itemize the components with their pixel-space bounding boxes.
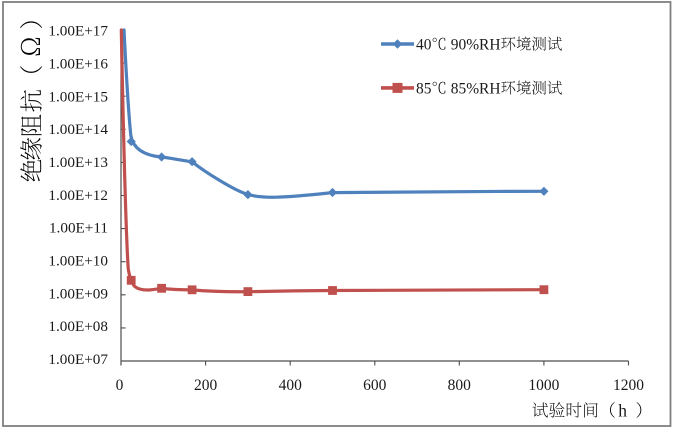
- svg-text:1.00E+15: 1.00E+15: [48, 88, 108, 105]
- svg-text:200: 200: [194, 377, 218, 394]
- svg-text:40: 40: [416, 37, 432, 54]
- svg-text:1.00E+12: 1.00E+12: [48, 187, 108, 204]
- svg-text:1.00E+11: 1.00E+11: [49, 220, 108, 237]
- svg-text:1.00E+14: 1.00E+14: [48, 121, 108, 138]
- svg-text:1.00E+09: 1.00E+09: [48, 285, 108, 302]
- svg-text:1.00E+13: 1.00E+13: [48, 154, 108, 171]
- svg-text:800: 800: [448, 377, 472, 394]
- svg-text:1.00E+08: 1.00E+08: [48, 318, 108, 335]
- svg-text:h: h: [618, 400, 627, 420]
- svg-text:90%RH: 90%RH: [451, 37, 501, 54]
- svg-text:1.00E+07: 1.00E+07: [48, 351, 108, 368]
- svg-text:1200: 1200: [613, 377, 644, 394]
- svg-text:85: 85: [416, 81, 432, 98]
- svg-text:600: 600: [363, 377, 387, 394]
- svg-text:400: 400: [279, 377, 303, 394]
- svg-text:85%RH: 85%RH: [451, 81, 501, 98]
- svg-text:1.00E+17: 1.00E+17: [48, 23, 108, 40]
- svg-text:1000: 1000: [528, 377, 559, 394]
- svg-text:1.00E+16: 1.00E+16: [48, 55, 108, 72]
- svg-text:1.00E+10: 1.00E+10: [48, 253, 108, 270]
- svg-text:0: 0: [116, 377, 124, 394]
